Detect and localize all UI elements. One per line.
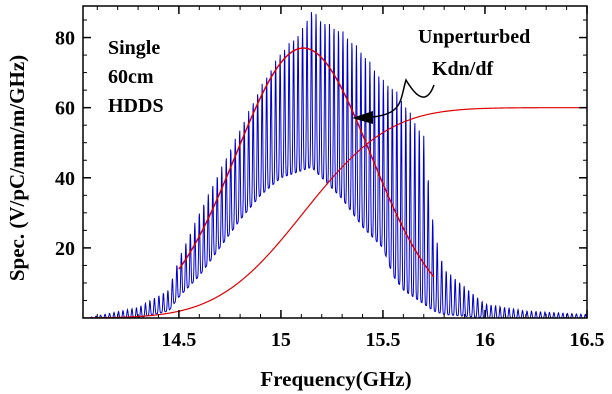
- annotation-hdds: HDDS: [108, 95, 164, 117]
- x-tick-label: 15.5: [365, 329, 400, 351]
- y-tick-label: 80: [55, 28, 75, 50]
- x-tick-label: 16: [475, 329, 495, 351]
- x-tick-label: 15: [271, 329, 291, 351]
- y-axis-ticks: 20 40 60 80: [55, 19, 587, 301]
- annotation-arrowhead: [352, 111, 373, 124]
- plot-frame: [82, 5, 588, 319]
- series-spectrum-line: [87, 12, 588, 319]
- annotation-leader-line: [371, 78, 435, 118]
- x-tick-label: 16.5: [570, 329, 605, 351]
- annotation-single: Single: [108, 37, 160, 59]
- series-gaussian-fit-line: [178, 47, 435, 278]
- series-kdndf-line: [82, 107, 587, 319]
- x-axis-ticks: 14.5 15 15.5 16 16.5: [96, 6, 605, 351]
- annotation-unperturbed: Unperturbed: [418, 26, 530, 48]
- y-tick-label: 60: [55, 98, 75, 120]
- x-axis-title: Frequency(GHz): [260, 367, 411, 391]
- x-tick-label: 14.5: [161, 329, 196, 351]
- y-tick-label: 20: [55, 238, 75, 260]
- y-tick-label: 40: [55, 168, 75, 190]
- y-axis-title: Spec. (V/pC/mm/m/GHz): [5, 55, 29, 281]
- annotation-kdndf: Kdn/df: [432, 58, 493, 80]
- plot-lines: [82, 12, 588, 319]
- annotation-60cm: 60cm: [108, 66, 154, 88]
